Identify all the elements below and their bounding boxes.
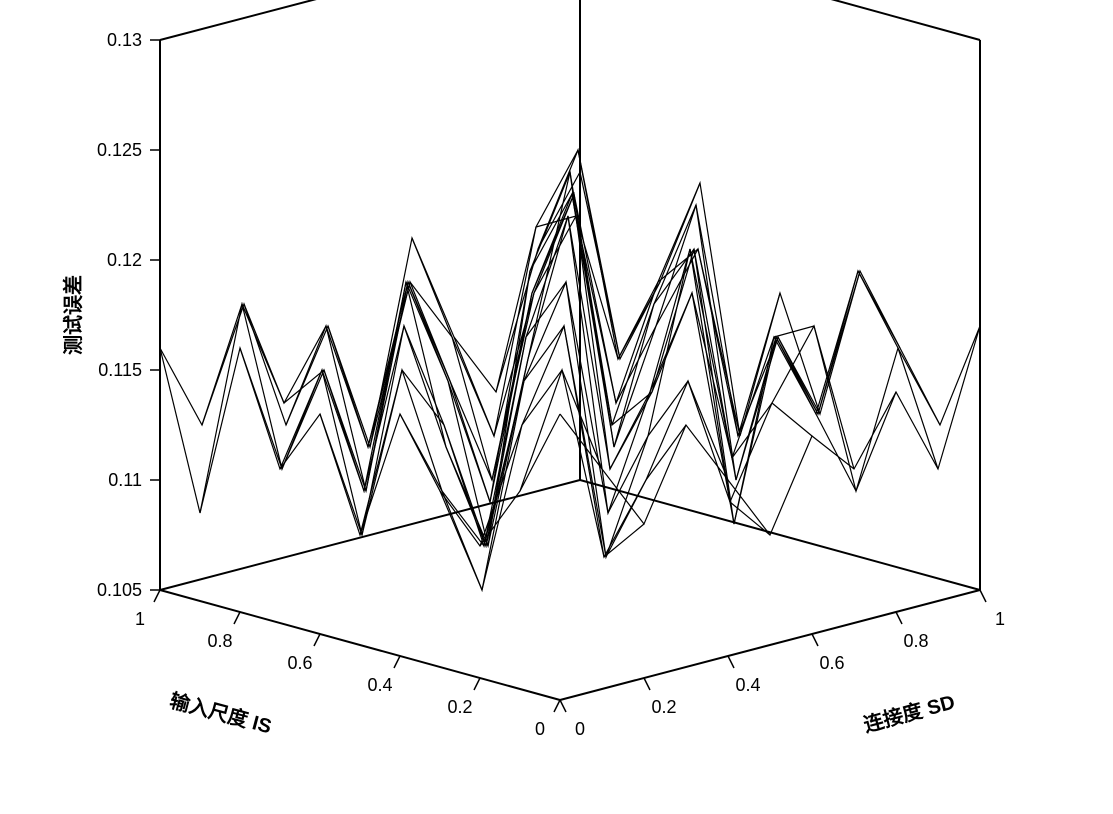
svg-text:0.105: 0.105 <box>97 580 142 600</box>
chart-container: 0 0.2 0.4 0.6 0.8 1 连接度 SD 0 0.2 0.4 0.6 0.8 1 输入尺度 I… <box>0 0 1113 814</box>
svg-text:0.11: 0.11 <box>108 470 142 490</box>
z-axis-label: 测试误差 <box>61 275 85 355</box>
svg-text:1: 1 <box>995 609 1005 629</box>
svg-text:0.2: 0.2 <box>651 697 676 717</box>
svg-text:0.12: 0.12 <box>107 250 142 270</box>
surface-chart: 0 0.2 0.4 0.6 0.8 1 连接度 SD 0 0.2 0.4 0.6 0.8 1 输入尺度 I… <box>0 0 1113 814</box>
svg-text:0.115: 0.115 <box>98 360 142 380</box>
svg-text:0: 0 <box>535 719 545 739</box>
svg-text:0: 0 <box>575 719 585 739</box>
svg-text:0.13: 0.13 <box>107 30 142 50</box>
svg-text:1: 1 <box>135 609 145 629</box>
svg-text:0.2: 0.2 <box>447 697 472 717</box>
svg-text:0.6: 0.6 <box>287 653 312 673</box>
svg-text:0.8: 0.8 <box>903 631 928 651</box>
svg-text:0.4: 0.4 <box>735 675 760 695</box>
svg-text:0.4: 0.4 <box>367 675 392 695</box>
y-axis-label: 输入尺度 IS <box>167 688 274 738</box>
wireframe-surface <box>160 150 980 590</box>
svg-text:0.8: 0.8 <box>207 631 232 651</box>
svg-text:0.125: 0.125 <box>97 140 142 160</box>
x-axis-label: 连接度 SD <box>861 690 957 737</box>
svg-text:0.6: 0.6 <box>819 653 844 673</box>
